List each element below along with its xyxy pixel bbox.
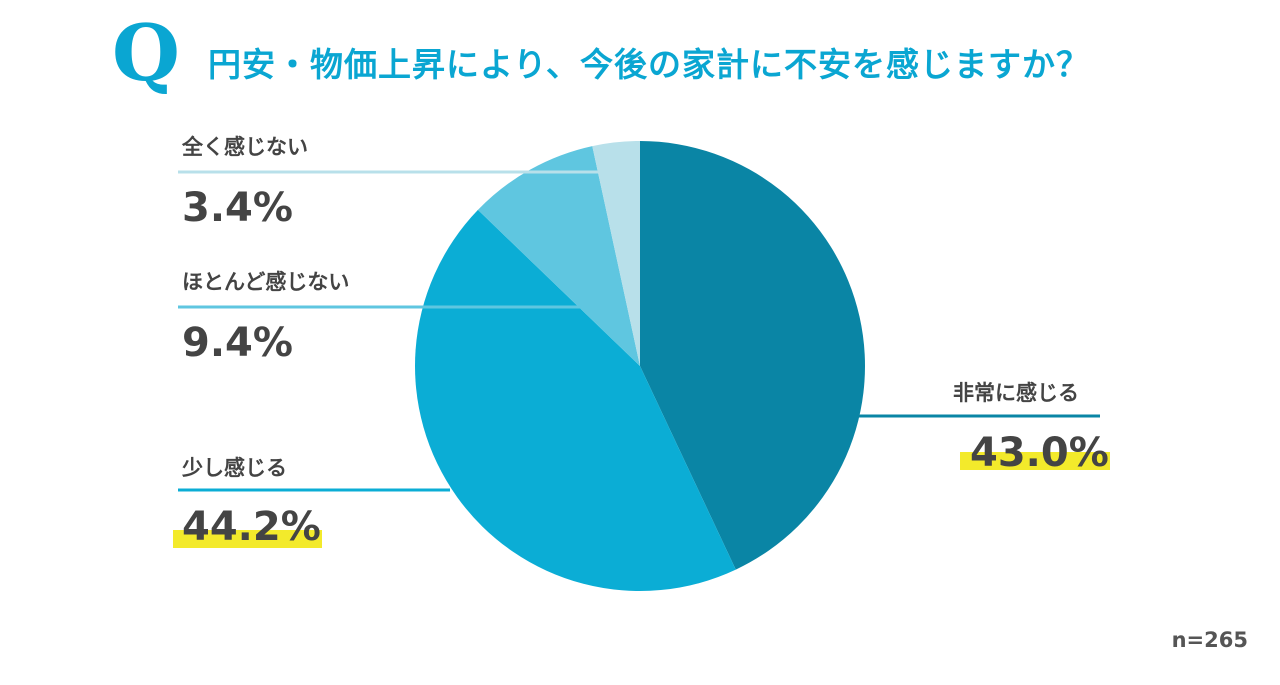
highlight-44 — [173, 530, 322, 548]
label-not-at-all: 全く感じない — [182, 135, 308, 159]
label-hardly: ほとんど感じない — [182, 270, 350, 294]
slice-hardly — [477, 146, 640, 366]
value-not-at-all: 3.4% — [182, 185, 293, 231]
question-mark: Q — [112, 8, 180, 99]
label-very: 非常に感じる — [953, 381, 1079, 405]
chart-title: 円安・物価上昇により、今後の家計に不安を感じますか？ — [208, 45, 1091, 84]
slice-somewhat — [415, 209, 736, 591]
slice-very — [640, 141, 865, 570]
value-somewhat: 44.2% — [182, 504, 321, 550]
slice-not-at-all — [592, 141, 640, 366]
value-hardly: 9.4% — [182, 320, 293, 366]
label-somewhat: 少し感じる — [182, 456, 287, 480]
highlight-43 — [960, 452, 1110, 470]
value-very: 43.0% — [970, 430, 1109, 476]
sample-size: n=265 — [1171, 628, 1248, 652]
